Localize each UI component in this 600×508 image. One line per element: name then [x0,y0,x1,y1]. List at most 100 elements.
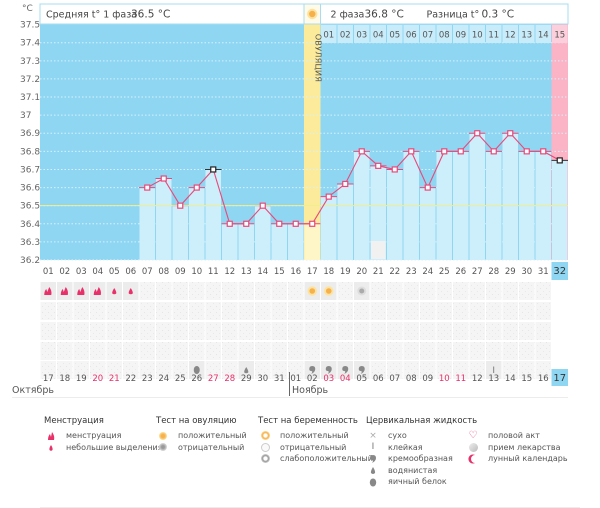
marker-cell [255,322,271,340]
marker-cell [486,302,502,320]
data-point [160,175,167,182]
phase2-day-label: 05 [389,31,400,41]
cycle-day-label: 31 [538,267,549,277]
legend-label: яичный белок [388,477,447,487]
marker-cell [90,342,106,360]
calendar-date-label: 12 [472,374,483,384]
data-point [325,193,332,200]
marker-cell [486,342,502,360]
marker-cell [255,342,271,360]
menstruation-light-icon [128,288,133,295]
calendar-date-label: 20 [92,374,103,384]
calendar-date-label: 22 [125,374,136,384]
phase2-day-label: 12 [505,31,516,41]
marker-cell [403,322,419,340]
marker-cell [453,282,469,300]
marker-cell [40,302,56,320]
phase2-day-cell [354,25,370,43]
data-point [193,184,200,191]
calendar-date-label: 07 [389,374,400,384]
cycle-day-label: 23 [406,267,417,277]
cycle-day-label: 07 [142,267,153,277]
marker-cell [304,302,320,320]
calendar-date-label: 29 [241,374,252,384]
calendar-date-label: 21 [109,374,120,384]
pregnancy-negative-icon [258,442,272,452]
legend-label: небольшие выделения [66,442,163,452]
marker-cell [420,322,436,340]
marker-cell [73,361,89,379]
marker-cell [123,322,139,340]
calendar-date-label: 18 [59,374,70,384]
intercourse-icon: ♡ [468,430,478,442]
data-point [243,220,250,227]
ovulation-label: ОВУЛЯЦИЯ [313,34,322,82]
calendar-date-label: 09 [422,374,433,384]
marker-cell [222,302,238,320]
data-point [309,220,316,227]
cycle-day-label: 26 [455,267,466,277]
legend-label: лунный календарь [488,454,568,464]
legend-label: водянистая [388,465,438,475]
marker-cell [337,342,353,360]
marker-cell [271,342,287,360]
watery-icon [366,465,380,475]
legend-label: положительный [280,431,349,441]
marker-cell [535,342,551,360]
calendar-date-label: 08 [406,374,417,384]
marker-cell [321,322,337,340]
marker-cell [106,322,122,340]
legend-label: клейкая [388,442,423,452]
data-point [259,202,266,209]
marker-cell [519,282,535,300]
marker-cell [337,302,353,320]
ovulation-negative-icon [357,286,367,296]
divider [12,397,568,398]
y-tick-label: 36.2 [20,256,40,266]
marker-cell [172,322,188,340]
calendar-date-label: 27 [208,374,219,384]
marker-cell [370,302,386,320]
temperature-bar [255,205,271,260]
phase1-value: 36.5 °C [131,9,170,21]
phase2-day-cell [502,25,518,43]
data-point [358,148,365,155]
marker-cell [222,322,238,340]
calendar-date-label: 14 [505,374,516,384]
calendar-date-label: 05 [356,374,367,384]
y-tick-label: 36.9 [20,129,40,139]
marker-cell [189,302,205,320]
marker-cell [535,302,551,320]
cycle-day-label: 03 [76,267,87,277]
sticky-icon: I [492,366,495,376]
data-point [276,220,283,227]
unit-label: °C [22,4,33,14]
medication-icon [466,442,480,452]
marker-cell [156,302,172,320]
legend-cervical-fluid: Цервикальная жидкость × сухо I клейкая к… [366,416,477,488]
calendar-date-label: 11 [455,374,466,384]
phase2-day-cell [535,25,551,43]
cycle-day-label: 30 [521,267,532,277]
data-point [226,220,233,227]
marker-cell [436,361,452,379]
phase2-day-cell [519,25,535,43]
calendar-date-label: 17 [43,374,54,384]
legend-label: кремообразная [388,454,453,464]
data-point [523,148,530,155]
phase2-day-label: 09 [455,31,466,41]
ovulation-negative-icon [156,442,170,452]
phase2-day-cell [321,25,337,43]
calendar-date-label: 24 [158,374,169,384]
legend-item: отрицательный [156,442,247,454]
marker-cell [172,361,188,379]
y-tick-label: 36.4 [20,220,40,230]
legend-item: I клейкая [366,442,477,454]
marker-cell [238,342,254,360]
marker-cell [403,342,419,360]
calendar-date-label: 02 [307,374,318,384]
phase2-day-label: 08 [439,31,450,41]
marker-cell [40,361,56,379]
marker-cell [535,282,551,300]
phase2-day-label: 14 [538,31,549,41]
